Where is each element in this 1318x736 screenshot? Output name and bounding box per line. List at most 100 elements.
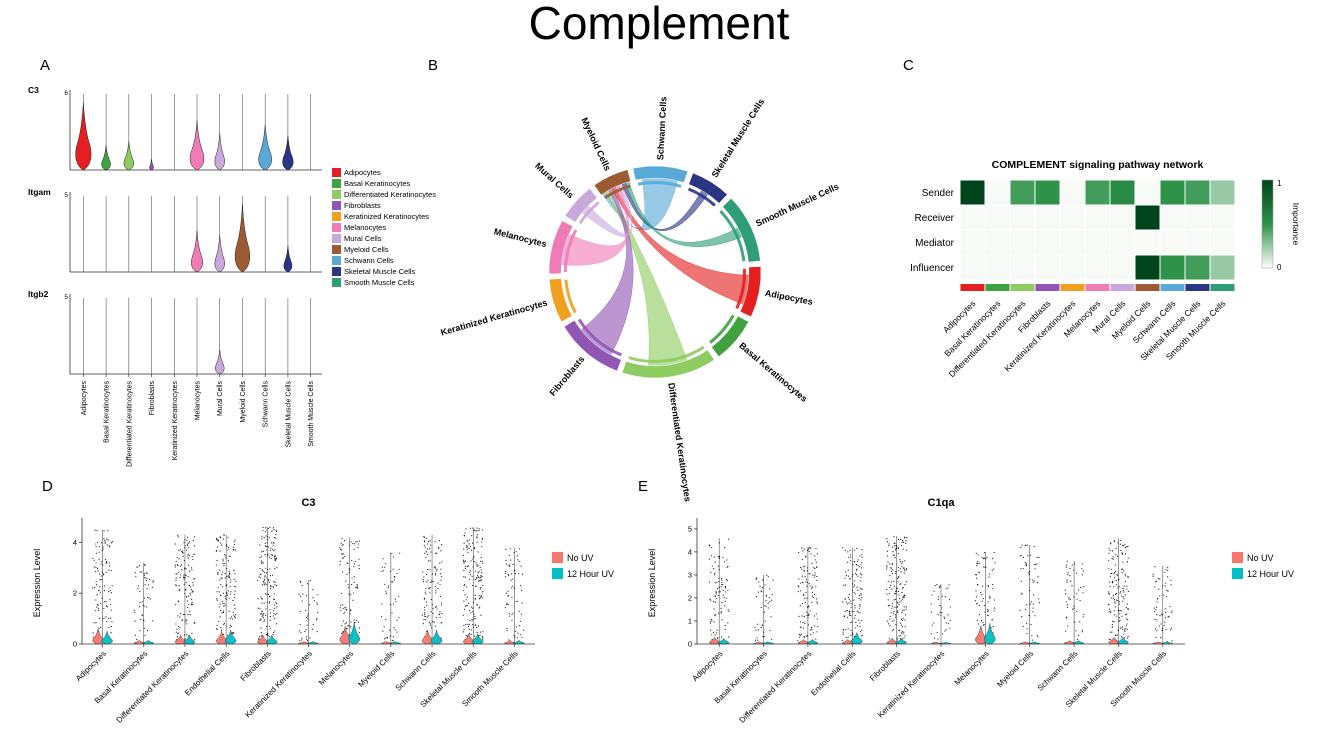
heat-cell: [985, 180, 1010, 205]
violin-group-adipocytes: Adipocytes: [691, 538, 730, 683]
heat-cell: [960, 255, 985, 280]
y-axis-label: Expression Level: [32, 549, 42, 618]
legend-item: Melanocytes: [332, 223, 436, 232]
x-label-Basal Keratinocytes: Basal Keratinocytes: [104, 381, 111, 443]
heat-cell: [985, 205, 1010, 230]
violin-group-myeloid-cells: Myeloid Cells: [995, 544, 1041, 689]
colorbar-min: 0: [1277, 263, 1282, 272]
legend-label: Myeloid Cells: [344, 245, 389, 254]
violin-group-melanocytes: Melanocytes: [953, 551, 996, 687]
column-color-strip: [960, 284, 1235, 291]
arc-melanocytes: [548, 220, 574, 275]
legend-label: Skeletal Muscle Cells: [344, 267, 416, 276]
chord-label-skeletal-muscle-cells: Skeletal Muscle Cells: [710, 97, 767, 180]
legend-label: Keratinized Keratinocytes: [344, 212, 430, 221]
chord-label-mural-cells: Mural Cells: [533, 161, 575, 201]
legend-label: Fibroblasts: [344, 201, 381, 210]
uv-legend-item: No UV: [552, 552, 614, 563]
heat-cell: [1135, 180, 1160, 205]
violin-group-differentiated-keratinocytes: Differentiated Keratinocytes: [115, 534, 196, 725]
heat-cell: [1185, 205, 1210, 230]
legend-swatch: [332, 190, 341, 199]
y-tick: 4: [73, 538, 77, 547]
heat-cell: [1160, 230, 1185, 255]
legend-swatch: [332, 245, 341, 254]
legend-label: Basal Keratinocytes: [344, 179, 411, 188]
x-label-schwann-cells: Schwann Cells: [394, 649, 438, 693]
chord-label-adipocytes: Adipocytes: [764, 288, 814, 307]
gene-label: Itgb2: [28, 289, 49, 299]
heat-cell: [1185, 255, 1210, 280]
x-label-Adipocytes: Adipocytes: [81, 381, 88, 416]
arc-fibroblasts: [563, 320, 622, 372]
legend-swatch: [332, 179, 341, 188]
uv-legend-swatch: [1232, 552, 1243, 563]
uv-legend-label: 12 Hour UV: [567, 568, 615, 579]
heat-cell: [1060, 255, 1085, 280]
heat-cell: [1210, 205, 1235, 230]
violin-group-schwann-cells: Schwann Cells: [394, 534, 443, 693]
arc-mural-cells: [564, 188, 598, 223]
x-label-melanocytes: Melanocytes: [317, 649, 355, 687]
heat-cell: [1160, 180, 1185, 205]
heat-cell: [1035, 180, 1060, 205]
arc-adipocytes: [739, 266, 762, 318]
uv-legend-label: 12 Hour UV: [1247, 568, 1295, 579]
legend-item: Differentiated Keratinocytes: [332, 190, 436, 199]
violin-Melanocytes: [189, 120, 205, 171]
plot-title: C1qa: [928, 497, 956, 509]
x-label-differentiated-keratinocytes: Differentiated Keratinocytes: [115, 649, 191, 725]
heat-cell: [1085, 205, 1110, 230]
heat-cell: [985, 255, 1010, 280]
violin-group-basal-keratinocytes: Basal Keratinocytes: [93, 562, 154, 705]
legend-item: Basal Keratinocytes: [332, 179, 436, 188]
chord-ribbons: [561, 177, 750, 367]
heat-cell: [960, 230, 985, 255]
heat-cell: [1060, 230, 1085, 255]
chord-label-keratinized-keratinocytes: Keratinized Keratinocytes: [440, 297, 549, 337]
heat-cell: [1160, 205, 1185, 230]
heat-cell: [1060, 180, 1085, 205]
heat-cell: [1210, 180, 1235, 205]
heat-cell: [1110, 255, 1135, 280]
legend-label: Melanocytes: [344, 223, 387, 232]
chord-label-myeloid-cells: Myeloid Cells: [579, 116, 612, 172]
panel-label-e: E: [638, 478, 649, 495]
x-label-Mural Cells: Mural Cells: [217, 381, 224, 417]
legend-swatch: [332, 223, 341, 232]
heat-cell: [1185, 230, 1210, 255]
x-label-schwann-cells: Schwann Cells: [1036, 649, 1080, 693]
violin-Skeletal Muscle Cells: [283, 245, 293, 273]
x-label-adipocytes: Adipocytes: [74, 649, 108, 683]
heat-cell: [1035, 255, 1060, 280]
y-tick: 5: [688, 524, 692, 533]
panel-e-violin-c1qa: C1qa Expression Level 0 1 2 3 4 5 AdipocytesBasa…: [647, 497, 1185, 725]
x-label-differentiated-keratinocytes: Differentiated Keratinocytes: [738, 649, 814, 725]
legend-swatch: [332, 168, 341, 177]
heat-cell: [1035, 230, 1060, 255]
gene-row-Itgam: Itgam 5: [28, 187, 322, 273]
legend-label: Schwann Cells: [344, 256, 394, 265]
x-label-Skeletal Muscle Cells: Skeletal Muscle Cells: [285, 381, 292, 448]
chord-label-differentiated-keratinocytes: Differentiated Keratinocytes: [666, 382, 693, 502]
plot-title: C3: [301, 497, 315, 509]
panel-label-a: A: [40, 57, 51, 74]
gene-row-Itgb2: Itgb2 5: [28, 289, 322, 375]
legend-item: Skeletal Muscle Cells: [332, 267, 436, 276]
violin-group-smooth-muscle-cells: Smooth Muscle Cells: [460, 547, 525, 709]
panel-a-cell-type-legend: Adipocytes Basal Keratinocytes Differentia…: [332, 168, 436, 287]
panel-a-x-labels: Adipocytes Basal Keratinocytes Differentia…: [81, 374, 315, 467]
heat-cell: [1010, 205, 1035, 230]
heat-cell: [1135, 205, 1160, 230]
heat-cell: [1010, 255, 1035, 280]
heatmap-title: COMPLEMENT signaling pathway network: [992, 159, 1204, 171]
y-tick: 2: [73, 589, 77, 598]
violin-Melanocytes: [191, 230, 203, 273]
legend-label: Adipocytes: [344, 168, 381, 177]
arc-myeloid-cells: [593, 169, 631, 196]
heat-cell: [960, 205, 985, 230]
legend-item: Keratinized Keratinocytes: [332, 212, 436, 221]
violin-group-melanocytes: Melanocytes: [317, 537, 361, 687]
uv-legend-item: No UV: [1232, 552, 1294, 563]
